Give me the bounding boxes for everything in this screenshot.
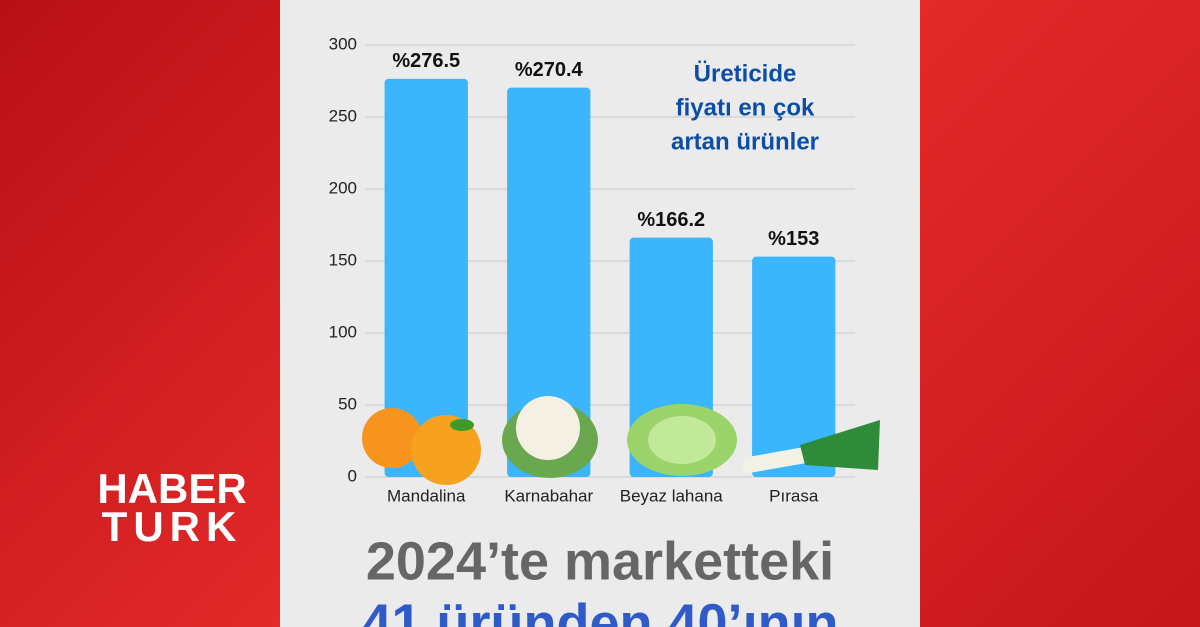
annotation: Üreticide bbox=[694, 60, 797, 87]
leek-white bbox=[742, 447, 812, 473]
produce-illustrations bbox=[362, 396, 880, 485]
x-tick-label: Pırasa bbox=[769, 486, 819, 505]
x-tick-label: Beyaz lahana bbox=[620, 486, 724, 505]
value-label: %153 bbox=[768, 228, 819, 250]
leaf bbox=[450, 419, 474, 431]
leek-green bbox=[800, 420, 880, 470]
bar bbox=[507, 87, 591, 478]
logo-line: HABER bbox=[97, 465, 246, 512]
y-tick-label: 150 bbox=[329, 250, 357, 269]
value-label: %276.5 bbox=[392, 50, 460, 72]
y-tick-label: 100 bbox=[329, 322, 357, 341]
x-tick-label: Karnabahar bbox=[504, 486, 593, 505]
y-tick-label: 50 bbox=[338, 394, 357, 413]
y-tick-label: 0 bbox=[348, 466, 357, 485]
cauliflower bbox=[516, 396, 580, 460]
y-tick-label: 200 bbox=[329, 178, 357, 197]
bar bbox=[752, 256, 836, 477]
orange bbox=[411, 415, 481, 485]
y-tick-label: 250 bbox=[329, 106, 357, 125]
headline: 2024’te marketteki bbox=[366, 531, 834, 591]
orange bbox=[362, 408, 422, 468]
logo: HABER TURK bbox=[97, 465, 246, 550]
plot: 0 50 100 150 200 250 300 %276.5 Mandalina %270.4 K… bbox=[329, 34, 855, 505]
logo-line: TURK bbox=[102, 503, 243, 550]
annotation: artan ürünler bbox=[671, 128, 819, 155]
bar bbox=[384, 78, 468, 477]
headline: 41 üründen 40’ının bbox=[361, 593, 838, 627]
cabbage-inner bbox=[648, 416, 716, 464]
value-label: %270.4 bbox=[515, 59, 584, 81]
x-tick-label: Mandalina bbox=[387, 486, 466, 505]
y-tick-label: 300 bbox=[329, 34, 357, 53]
value-label: %166.2 bbox=[637, 209, 705, 231]
annotation: fiyatı en çok bbox=[676, 94, 815, 121]
